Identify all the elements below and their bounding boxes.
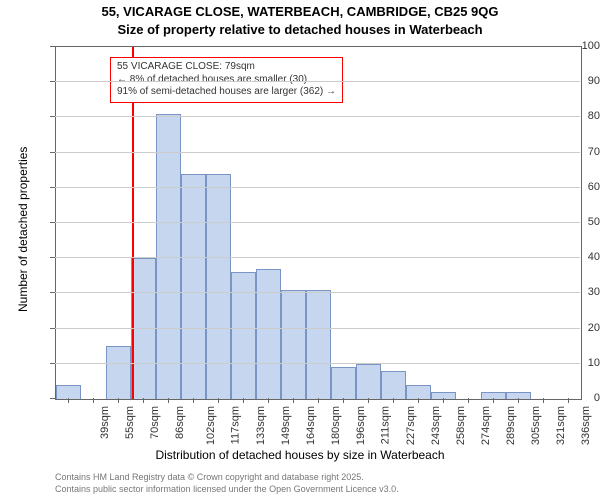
ytick-mark <box>50 257 55 258</box>
xtick-label: 102sqm <box>205 406 217 445</box>
histogram-bar <box>306 290 331 399</box>
ytick-label: 90 <box>553 75 600 87</box>
histogram-bar <box>506 392 531 399</box>
xtick-mark <box>218 398 219 403</box>
xtick-mark <box>318 398 319 403</box>
xtick-mark <box>118 398 119 403</box>
xtick-label: 289sqm <box>505 406 517 445</box>
xtick-label: 196sqm <box>355 406 367 445</box>
xtick-label: 39sqm <box>99 406 111 439</box>
xtick-mark <box>168 398 169 403</box>
ytick-mark <box>50 46 55 47</box>
xtick-mark <box>568 398 569 403</box>
histogram-bar <box>481 392 506 399</box>
xtick-label: 180sqm <box>330 406 342 445</box>
histogram-bar <box>256 269 281 399</box>
xtick-mark <box>418 398 419 403</box>
xtick-label: 117sqm <box>229 406 241 444</box>
xtick-mark <box>543 398 544 403</box>
annotation-line-1: 55 VICARAGE CLOSE: 79sqm <box>117 61 336 74</box>
histogram-bar <box>181 174 206 399</box>
annotation-box: 55 VICARAGE CLOSE: 79sqm ← 8% of detache… <box>110 57 343 103</box>
histogram-bar <box>231 272 256 399</box>
histogram-bar <box>331 367 356 399</box>
gridline <box>55 363 580 364</box>
histogram-bar <box>56 385 81 399</box>
ytick-label: 0 <box>553 392 600 404</box>
ytick-label: 20 <box>553 322 600 334</box>
ytick-mark <box>50 328 55 329</box>
annotation-line-3: 91% of semi-detached houses are larger (… <box>117 86 336 99</box>
xtick-label: 243sqm <box>430 406 442 445</box>
ytick-mark <box>50 222 55 223</box>
histogram-bar <box>356 364 381 399</box>
ytick-label: 100 <box>553 40 600 52</box>
footer-line-2: Contains public sector information licen… <box>55 484 399 494</box>
footer-line-1: Contains HM Land Registry data © Crown c… <box>55 472 364 482</box>
chart-container: 55, VICARAGE CLOSE, WATERBEACH, CAMBRIDG… <box>0 0 600 500</box>
ytick-label: 40 <box>553 251 600 263</box>
xtick-label: 70sqm <box>149 406 161 439</box>
gridline <box>55 328 580 329</box>
xtick-mark <box>143 398 144 403</box>
ytick-mark <box>50 187 55 188</box>
gridline <box>55 257 580 258</box>
xtick-mark <box>393 398 394 403</box>
ytick-label: 50 <box>553 216 600 228</box>
xtick-label: 164sqm <box>305 406 317 445</box>
xtick-mark <box>518 398 519 403</box>
histogram-bar <box>206 174 231 399</box>
xtick-mark <box>493 398 494 403</box>
xtick-label: 211sqm <box>379 406 391 444</box>
ytick-label: 10 <box>553 357 600 369</box>
xtick-label: 336sqm <box>580 406 592 445</box>
ytick-mark <box>50 116 55 117</box>
xtick-label: 321sqm <box>555 406 567 445</box>
xtick-label: 227sqm <box>405 406 417 445</box>
ytick-mark <box>50 81 55 82</box>
xtick-mark <box>293 398 294 403</box>
ytick-label: 30 <box>553 286 600 298</box>
ytick-mark <box>50 292 55 293</box>
histogram-bar <box>406 385 431 399</box>
xtick-mark <box>243 398 244 403</box>
histogram-bar <box>381 371 406 399</box>
gridline <box>55 187 580 188</box>
xtick-label: 274sqm <box>480 406 492 445</box>
xtick-mark <box>93 398 94 403</box>
y-axis-label: Number of detached properties <box>16 147 30 312</box>
xtick-label: 133sqm <box>255 406 267 445</box>
x-axis-label: Distribution of detached houses by size … <box>0 448 600 462</box>
gridline <box>55 81 580 82</box>
xtick-mark <box>268 398 269 403</box>
chart-title-2: Size of property relative to detached ho… <box>0 22 600 37</box>
xtick-label: 86sqm <box>174 406 186 439</box>
xtick-label: 258sqm <box>455 406 467 445</box>
histogram-bar <box>431 392 456 399</box>
histogram-bar <box>131 258 156 399</box>
chart-title-1: 55, VICARAGE CLOSE, WATERBEACH, CAMBRIDG… <box>0 4 600 19</box>
ytick-mark <box>50 398 55 399</box>
xtick-label: 149sqm <box>280 406 292 445</box>
xtick-mark <box>368 398 369 403</box>
gridline <box>55 292 580 293</box>
ytick-label: 70 <box>553 146 600 158</box>
gridline <box>55 152 580 153</box>
xtick-mark <box>193 398 194 403</box>
xtick-mark <box>443 398 444 403</box>
xtick-mark <box>468 398 469 403</box>
ytick-mark <box>50 152 55 153</box>
gridline <box>55 116 580 117</box>
xtick-label: 305sqm <box>530 406 542 445</box>
ytick-mark <box>50 363 55 364</box>
ytick-label: 80 <box>553 110 600 122</box>
xtick-label: 55sqm <box>124 406 136 439</box>
histogram-bar <box>281 290 306 399</box>
xtick-mark <box>343 398 344 403</box>
gridline <box>55 222 580 223</box>
histogram-bar <box>106 346 131 399</box>
xtick-mark <box>68 398 69 403</box>
ytick-label: 60 <box>553 181 600 193</box>
annotation-line-2: ← 8% of detached houses are smaller (30) <box>117 74 336 87</box>
